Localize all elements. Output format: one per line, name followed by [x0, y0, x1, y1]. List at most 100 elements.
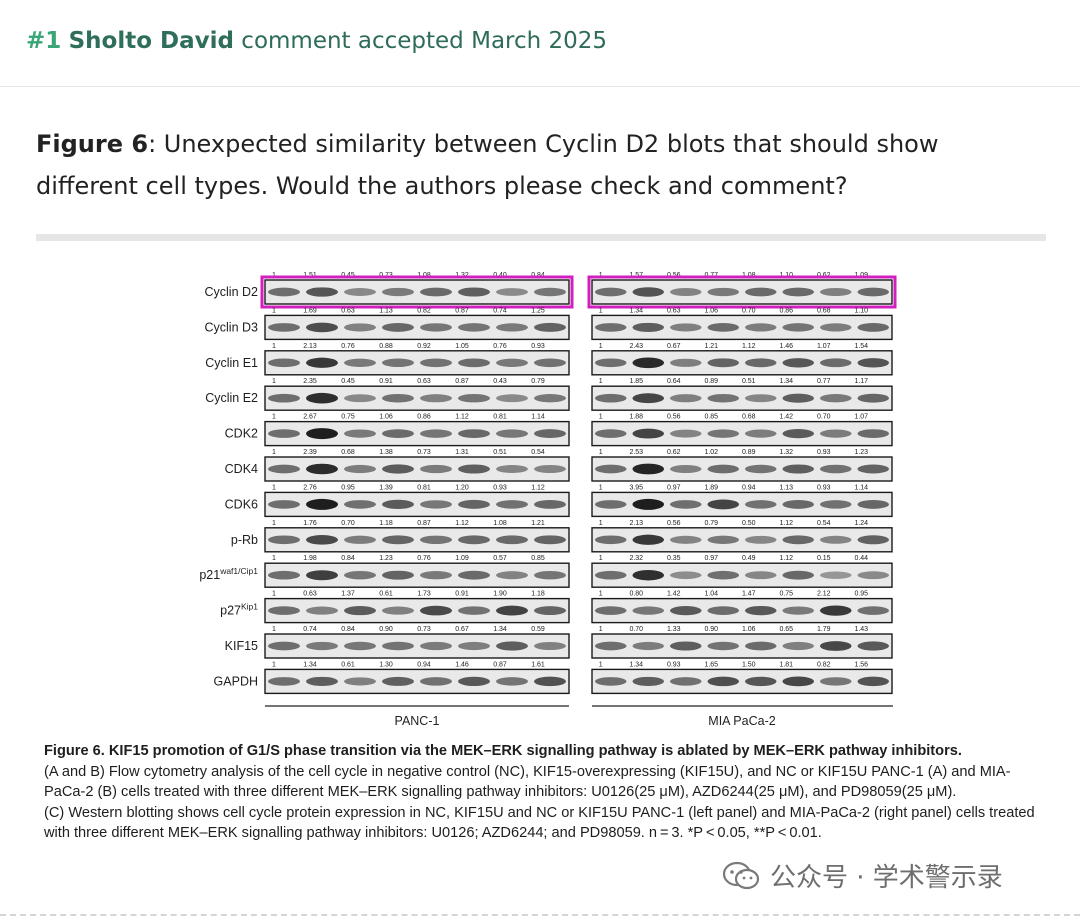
- densitometry-value: 1.12: [779, 555, 793, 562]
- blot-band: [670, 605, 702, 616]
- blot-band: [857, 393, 889, 403]
- densitometry-value: 0.62: [667, 449, 681, 456]
- densitometry-value: 0.76: [417, 555, 431, 562]
- densitometry-value: 0.43: [493, 378, 507, 385]
- densitometry-value: 1: [599, 520, 603, 527]
- densitometry-value: 0.44: [854, 555, 868, 562]
- densitometry-value: 0.35: [667, 555, 681, 562]
- densitometry-value: 0.79: [704, 520, 718, 527]
- blot-band: [632, 287, 664, 297]
- comment-status: comment accepted March 2025: [241, 28, 608, 54]
- blot-band: [707, 641, 739, 651]
- blot-band: [306, 641, 338, 651]
- blot-band: [496, 535, 528, 545]
- blot-band: [534, 287, 566, 297]
- densitometry-value: 1.20: [455, 484, 469, 491]
- blot-band: [382, 535, 414, 545]
- densitometry-value: 0.79: [531, 378, 545, 385]
- blot-band: [820, 394, 852, 403]
- blot-band: [782, 287, 814, 297]
- densitometry-value: 1.02: [704, 449, 718, 456]
- blot-band: [857, 464, 889, 474]
- blot-band: [496, 465, 528, 473]
- densitometry-value: 0.73: [417, 626, 431, 633]
- densitometry-value: 0.64: [667, 378, 681, 385]
- densitometry-value: 0.87: [455, 378, 469, 385]
- panel-label-miapaca2: MIA PaCa-2: [708, 714, 775, 728]
- blot-band: [344, 429, 376, 438]
- densitometry-value: 0.97: [667, 484, 681, 491]
- blot-band: [857, 571, 889, 580]
- densitometry-value: 1.06: [379, 414, 393, 421]
- densitometry-value: 0.77: [817, 378, 831, 385]
- blot-band: [306, 357, 338, 368]
- densitometry-value: 0.51: [742, 378, 756, 385]
- blot-band: [820, 358, 852, 368]
- blot-band: [782, 499, 814, 509]
- blot-band: [857, 606, 889, 615]
- blot-band: [458, 464, 490, 474]
- comment-author-link[interactable]: Sholto David: [68, 28, 234, 54]
- densitometry-value: 0.70: [742, 307, 756, 314]
- blot-band: [782, 393, 814, 403]
- densitometry-value: 0.86: [779, 307, 793, 314]
- blot-band: [534, 358, 566, 368]
- blot-band: [670, 677, 702, 686]
- densitometry-value: 0.87: [455, 307, 469, 314]
- blot-band: [820, 677, 852, 686]
- blot-band: [595, 606, 627, 615]
- densitometry-value: 1.56: [854, 661, 868, 668]
- densitometry-value: 1.89: [704, 484, 718, 491]
- blot-band: [707, 323, 739, 332]
- densitometry-value: 2.76: [303, 484, 317, 491]
- densitometry-value: 1.39: [379, 484, 393, 491]
- densitometry-value: 1: [599, 661, 603, 668]
- densitometry-value: 1.34: [303, 661, 317, 668]
- densitometry-value: 0.93: [817, 449, 831, 456]
- blot-band: [534, 499, 566, 509]
- densitometry-value: 1.17: [854, 378, 868, 385]
- densitometry-value: 0.70: [629, 626, 643, 633]
- blot-band: [595, 500, 627, 509]
- blot-band: [745, 323, 777, 332]
- blot-band: [458, 323, 490, 332]
- blot-band: [344, 464, 376, 474]
- densitometry-value: 0.85: [531, 555, 545, 562]
- densitometry-value: 1.65: [704, 661, 718, 668]
- densitometry-value: 1.85: [629, 378, 643, 385]
- blot-row-label: p21waf1/Cip1: [199, 566, 258, 582]
- densitometry-value: 0.61: [341, 661, 355, 668]
- densitometry-value: 0.74: [303, 626, 317, 633]
- densitometry-value: 1: [599, 343, 603, 350]
- blot-band: [820, 571, 852, 579]
- blot-band: [306, 428, 338, 440]
- densitometry-value: 1.34: [493, 626, 507, 633]
- blot-band: [268, 641, 300, 651]
- densitometry-value: 2.67: [303, 414, 317, 421]
- blot-band: [857, 535, 889, 545]
- blot-band: [707, 429, 739, 438]
- blot-band: [344, 606, 376, 616]
- blot-band: [382, 358, 414, 368]
- densitometry-value: 1.05: [455, 343, 469, 350]
- blot-band: [632, 357, 664, 369]
- watermark: 公众号 · 学术警示录: [722, 857, 1003, 894]
- watermark-text: 公众号 · 学术警示录: [770, 863, 1003, 893]
- densitometry-value: 1.12: [742, 343, 756, 350]
- blot-row-label: GAPDH: [214, 674, 258, 688]
- densitometry-value: 1: [599, 626, 603, 633]
- blot-band: [344, 358, 376, 367]
- densitometry-value: 2.12: [817, 591, 831, 598]
- blot-band: [306, 463, 338, 475]
- blot-band: [382, 393, 414, 403]
- densitometry-value: 2.39: [303, 449, 317, 456]
- blot-band: [458, 393, 490, 403]
- bottom-dashed-border: [0, 914, 1080, 916]
- blot-band: [595, 358, 627, 368]
- blot-band: [534, 429, 566, 439]
- blot-band: [344, 288, 376, 296]
- blot-band: [707, 676, 739, 687]
- blot-band: [534, 641, 566, 651]
- blot-band: [595, 429, 627, 438]
- densitometry-value: 0.92: [417, 343, 431, 350]
